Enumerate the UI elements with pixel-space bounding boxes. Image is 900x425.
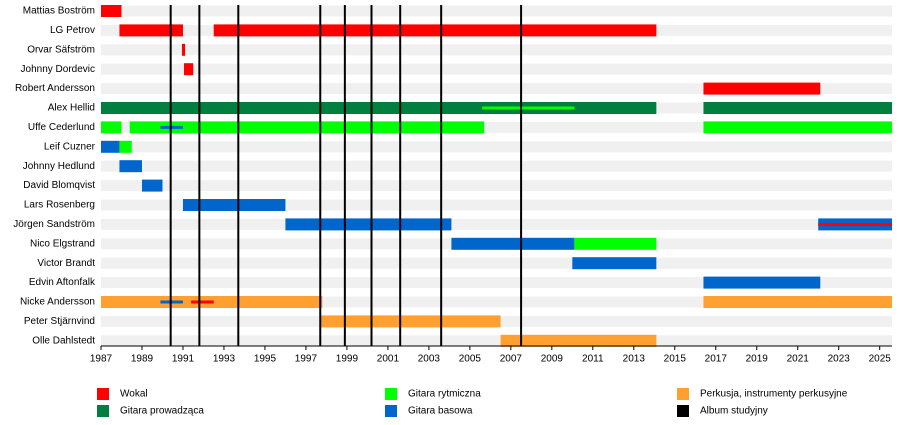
- role-bar: [213, 24, 657, 37]
- role-overlay-bar: [191, 300, 214, 304]
- role-bar: [101, 121, 122, 134]
- row-background: [101, 335, 892, 347]
- x-tick-label: 2009: [541, 354, 564, 365]
- x-tick-label: 2011: [582, 354, 604, 365]
- x-tick-label: 2001: [377, 354, 400, 365]
- role-overlay-bar: [160, 300, 183, 304]
- legend-label: Gitara prowadząca: [120, 406, 204, 417]
- row-background: [101, 83, 892, 95]
- x-tick-label: 2003: [418, 354, 441, 365]
- role-overlay-bar: [160, 125, 183, 129]
- role-bar: [703, 296, 892, 308]
- row-background: [101, 121, 892, 133]
- row-background: [101, 160, 892, 172]
- legend-swatch: [385, 388, 397, 400]
- role-bar: [181, 43, 186, 56]
- member-name: Leif Cuzner: [44, 141, 96, 152]
- x-tick-label: 2025: [869, 354, 892, 365]
- member-name: Jörgen Sandström: [13, 219, 95, 230]
- member-name: Lars Rosenberg: [24, 200, 95, 211]
- member-name: Johnny Dordevic: [21, 64, 95, 75]
- legend-label: Perkusja, instrumenty perkusyjne: [700, 389, 848, 400]
- row-background: [101, 199, 892, 211]
- role-bar: [119, 24, 183, 37]
- role-bar: [101, 140, 120, 153]
- x-tick-label: 1997: [295, 354, 318, 365]
- role-bar: [574, 237, 657, 250]
- member-name: Nicke Andersson: [20, 297, 95, 308]
- role-bar: [285, 218, 452, 231]
- member-name: LG Petrov: [50, 25, 95, 36]
- x-tick-label: 2005: [459, 354, 482, 365]
- legend-swatch: [97, 405, 109, 417]
- member-name: Victor Brandt: [37, 258, 95, 269]
- member-name: Alex Hellid: [48, 103, 95, 114]
- role-bar: [183, 63, 194, 76]
- member-name: Edvin Aftonfalk: [29, 277, 96, 288]
- x-tick-label: 2013: [623, 354, 646, 365]
- x-tick-label: 1989: [131, 354, 154, 365]
- x-tick-label: 1987: [90, 354, 113, 365]
- row-background: [101, 218, 892, 230]
- member-name: Olle Dahlstedt: [32, 335, 95, 346]
- role-bar: [703, 276, 821, 289]
- member-name: Mattias Boström: [23, 6, 95, 17]
- row-background: [101, 141, 892, 153]
- legend-swatch: [677, 405, 689, 417]
- row-background: [101, 44, 892, 56]
- role-bar: [500, 334, 657, 347]
- member-name: Johnny Hedlund: [23, 161, 95, 172]
- x-tick-label: 2019: [746, 354, 769, 365]
- x-tick-label: 2015: [664, 354, 687, 365]
- x-tick-label: 2021: [787, 354, 810, 365]
- row-background: [101, 180, 892, 192]
- member-name: Robert Andersson: [15, 83, 95, 94]
- legend-label: Gitara rytmiczna: [408, 389, 481, 400]
- row-background: [101, 5, 892, 17]
- role-bar: [141, 179, 163, 192]
- role-bar: [182, 199, 286, 211]
- row-background: [101, 277, 892, 289]
- role-bar: [451, 237, 575, 250]
- role-bar: [703, 82, 821, 95]
- x-tick-label: 2017: [705, 354, 728, 365]
- legend-swatch: [385, 405, 397, 417]
- x-tick-label: 2023: [828, 354, 851, 365]
- legend-swatch: [677, 388, 689, 400]
- member-name: Nico Elgstrand: [30, 238, 95, 249]
- member-name: Uffe Cederlund: [28, 122, 95, 133]
- member-name: David Blomqvist: [23, 180, 95, 191]
- x-tick-label: 1991: [172, 354, 195, 365]
- legend-label: Gitara basowa: [408, 406, 473, 417]
- role-bar: [101, 102, 657, 114]
- member-name: Orvar Säfström: [27, 44, 95, 55]
- member-name: Peter Stjärnvind: [24, 316, 95, 327]
- role-overlay-bar: [482, 106, 575, 110]
- role-bar: [703, 121, 892, 134]
- x-tick-label: 1999: [336, 354, 359, 365]
- role-bar: [119, 140, 132, 153]
- row-background: [101, 257, 892, 269]
- role-bar: [101, 5, 122, 17]
- x-tick-label: 1995: [254, 354, 277, 365]
- x-tick-label: 1993: [213, 354, 236, 365]
- role-bar: [572, 257, 657, 270]
- legend-label: Wokal: [120, 389, 148, 400]
- legend-label: Album studyjny: [700, 406, 768, 417]
- row-background: [101, 63, 892, 75]
- role-bar: [320, 315, 501, 328]
- legend-swatch: [97, 388, 109, 400]
- role-bar: [703, 102, 892, 114]
- row-background: [101, 296, 892, 308]
- x-tick-label: 2007: [500, 354, 523, 365]
- role-bar: [119, 160, 142, 173]
- role-overlay-bar: [818, 222, 892, 226]
- role-bar: [129, 121, 485, 134]
